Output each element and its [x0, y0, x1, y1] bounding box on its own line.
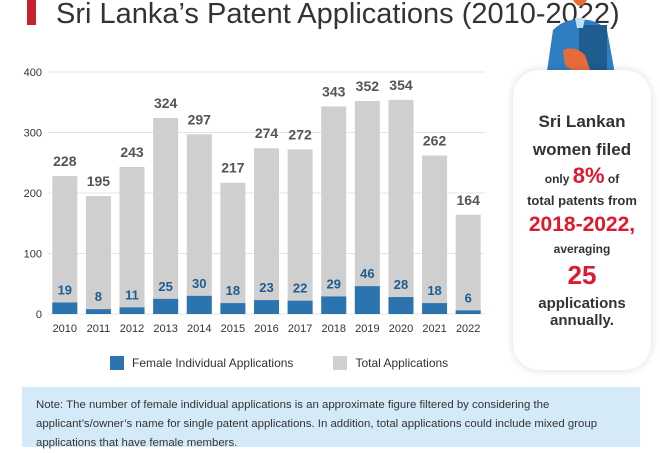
x-tick-label: 2020 [389, 323, 413, 335]
bar-female [52, 302, 78, 314]
data-label-total: 352 [356, 78, 380, 94]
data-label-total: 272 [288, 126, 312, 142]
data-label-total: 354 [389, 77, 413, 93]
legend-female: Female Individual Applications [110, 356, 293, 370]
card-line-1: Sri Lankan [538, 112, 626, 131]
bar-female [119, 307, 145, 314]
data-label-female: 23 [259, 280, 273, 295]
bar-female [186, 295, 212, 314]
bar-female [153, 298, 179, 314]
data-label-total: 228 [53, 153, 77, 169]
card-line-8: applications [538, 295, 626, 313]
bar-total [153, 117, 179, 314]
bar-female [287, 300, 313, 314]
y-tick-label: 300 [24, 128, 42, 140]
x-tick-label: 2012 [120, 323, 144, 335]
bar-female [354, 286, 380, 314]
data-label-total: 262 [423, 132, 447, 148]
legend-swatch-female [110, 356, 124, 370]
y-tick-label: 400 [24, 67, 42, 79]
data-label-total: 297 [188, 111, 212, 127]
data-label-female: 18 [427, 283, 441, 298]
bar-total [119, 166, 145, 314]
bar-total [388, 99, 414, 314]
chart-title: Sri Lanka’s Patent Applications (2010-20… [56, 0, 620, 30]
bar-female [85, 309, 111, 314]
bar-female [321, 296, 347, 314]
card-line-2: women filed [532, 139, 632, 159]
bar-female [220, 303, 246, 314]
bar-total [321, 106, 347, 314]
card-line-3: only 8% of [513, 163, 651, 188]
bar-total [287, 149, 313, 314]
bar-female [388, 297, 414, 314]
bar-female [422, 303, 448, 314]
data-label-total: 274 [255, 125, 279, 141]
bar-total [354, 101, 380, 314]
card-only: only [544, 172, 570, 187]
data-label-total: 217 [221, 160, 245, 176]
card-line-9: annually. [550, 312, 614, 330]
title-accent-bar [27, 0, 36, 25]
x-tick-label: 2015 [221, 323, 245, 335]
data-label-female: 8 [95, 289, 102, 304]
x-tick-label: 2014 [187, 323, 211, 335]
x-tick-label: 2016 [254, 323, 278, 335]
bar-total [455, 214, 481, 314]
stat-card: Sri Lankan women filed only 8% of total … [513, 70, 651, 370]
card-line-4: total patents from [527, 193, 637, 209]
data-label-female: 22 [293, 281, 307, 296]
bar-female [455, 310, 481, 314]
bar-total [422, 155, 448, 314]
legend-total: Total Applications [333, 356, 448, 370]
card-years: 2018-2022, [528, 213, 636, 237]
data-label-total: 343 [322, 83, 346, 99]
legend-swatch-total [333, 356, 348, 370]
x-tick-label: 2011 [87, 323, 111, 335]
y-tick-label: 0 [36, 309, 42, 321]
footnote: Note: The number of female individual ap… [22, 387, 640, 449]
x-tick-label: 2013 [153, 323, 177, 335]
bar-total [220, 182, 246, 314]
bar-total [186, 134, 212, 314]
x-tick-label: 2010 [53, 323, 77, 335]
data-label-female: 30 [192, 276, 206, 291]
y-tick-label: 100 [24, 249, 42, 261]
card-average: 25 [567, 260, 597, 291]
data-label-female: 46 [360, 266, 374, 281]
x-tick-label: 2018 [321, 323, 345, 335]
bar-total [52, 176, 78, 314]
bar-female [254, 300, 279, 314]
bar-total [254, 148, 279, 314]
data-label-female: 29 [326, 276, 340, 291]
x-tick-label: 2021 [422, 323, 446, 335]
card-percent: 8% [572, 163, 605, 189]
card-line-6: averaging [553, 242, 611, 257]
legend-label-female: Female Individual Applications [132, 356, 294, 370]
x-tick-label: 2017 [288, 323, 312, 335]
data-label-total: 195 [87, 173, 111, 189]
y-tick-label: 200 [24, 188, 42, 200]
card-of: of [607, 172, 620, 187]
data-label-total: 164 [457, 192, 481, 208]
data-label-female: 19 [58, 283, 72, 298]
data-label-female: 18 [226, 283, 240, 298]
bar-chart: 0 100 200 300 400 228 19 2010 195 8 2011 243 11 2012 3… [24, 67, 485, 335]
data-label-total: 324 [154, 95, 178, 111]
data-label-female: 25 [158, 279, 172, 294]
bar-total [85, 196, 111, 314]
x-tick-label: 2019 [355, 323, 379, 335]
data-label-female: 6 [465, 290, 472, 305]
legend-label-total: Total Applications [355, 356, 449, 370]
x-tick-label: 2022 [456, 323, 480, 335]
chart-legend: Female Individual Applications Total App… [110, 356, 448, 370]
data-label-female: 11 [125, 287, 139, 302]
data-label-total: 243 [120, 144, 144, 160]
data-label-female: 28 [394, 277, 408, 292]
